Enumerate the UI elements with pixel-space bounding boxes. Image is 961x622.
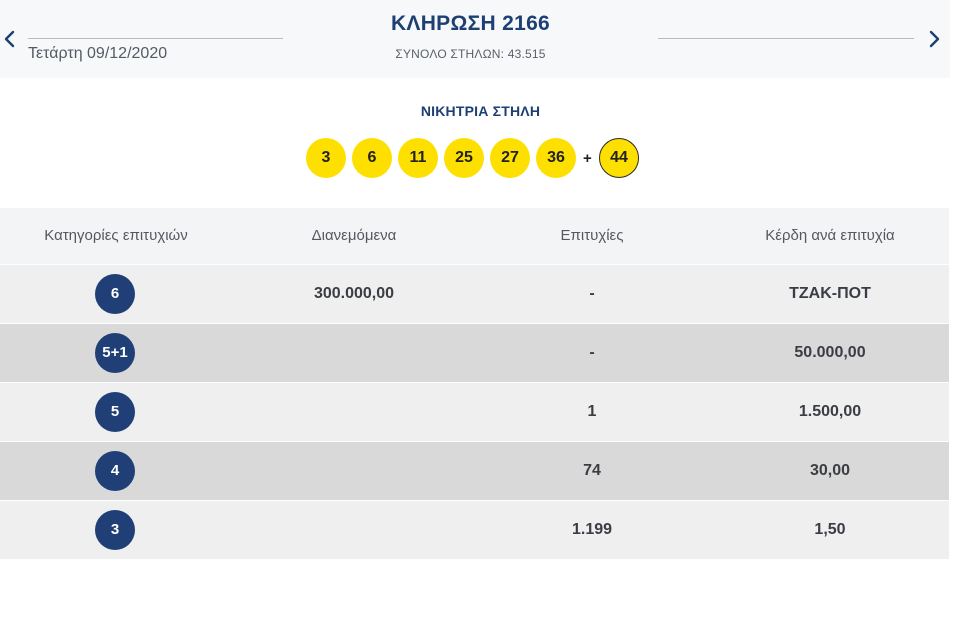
table-header-row: Κατηγορίες επιτυχιών Διανεμόμενα Επιτυχί…	[0, 208, 949, 264]
draw-title: ΚΛΗΡΩΣΗ 2166	[390, 12, 551, 35]
prize-cell: 1.500,00	[798, 403, 862, 420]
distributed-cell: 300.000,00	[313, 285, 395, 302]
column-header-categories: Κατηγορίες επιτυχιών	[44, 227, 188, 244]
distributed-cell	[240, 383, 468, 441]
column-header-winners: Επιτυχίες	[560, 227, 624, 244]
table-row: 3 1.199 1,50	[0, 500, 949, 559]
winners-cell: 1.199	[571, 521, 613, 538]
prize-cell: 30,00	[809, 462, 851, 479]
winning-column-label: ΝΙΚΗΤΡΙΑ ΣΤΗΛΗ	[420, 103, 541, 119]
draw-date: Τετάρτη 09/12/2020	[28, 45, 168, 62]
winning-number-ball: 36	[536, 138, 576, 178]
winners-cell: 1	[587, 403, 597, 420]
category-badge: 5	[95, 392, 135, 432]
header-divider-right	[658, 38, 914, 39]
distributed-cell	[240, 501, 468, 559]
winning-number-ball: 6	[352, 138, 392, 178]
table-row: 6 300.000,00 - ΤΖΑΚ-ΠΟΤ	[0, 264, 949, 323]
distributed-cell	[240, 442, 468, 500]
winning-number-ball: 11	[398, 138, 438, 178]
prize-cell: ΤΖΑΚ-ΠΟΤ	[789, 285, 871, 302]
chevron-right-icon	[929, 30, 940, 48]
header-divider-left	[28, 38, 283, 39]
winning-number-ball: 27	[490, 138, 530, 178]
category-badge: 4	[95, 451, 135, 491]
next-draw-button[interactable]	[924, 28, 944, 50]
winners-cell: 74	[583, 462, 601, 479]
winning-number-ball: 3	[306, 138, 346, 178]
winning-number-ball: 25	[444, 138, 484, 178]
category-badge: 6	[95, 274, 135, 314]
total-columns-text: ΣΥΝΟΛΟ ΣΤΗΛΩΝ: 43.515	[395, 47, 546, 61]
draw-header: Τετάρτη 09/12/2020 ΚΛΗΡΩΣΗ 2166 ΣΥΝΟΛΟ Σ…	[0, 0, 950, 78]
prize-cell: 50.000,00	[794, 344, 866, 361]
chevron-left-icon	[4, 30, 15, 48]
column-header-prize: Κέρδη ανά επιτυχία	[765, 227, 895, 244]
table-row: 5 1 1.500,00	[0, 382, 949, 441]
table-row: 4 74 30,00	[0, 441, 949, 500]
prize-cell: 1,50	[814, 521, 846, 538]
winners-cell: -	[589, 285, 595, 302]
category-badge: 3	[95, 510, 135, 550]
column-header-distributed: Διανεμόμενα	[311, 227, 397, 244]
previous-draw-button[interactable]	[0, 28, 20, 50]
table-row: 5+1 - 50.000,00	[0, 323, 949, 382]
category-badge: 5+1	[95, 333, 135, 373]
winners-cell: -	[589, 344, 595, 361]
plus-sign: +	[583, 150, 592, 167]
prize-categories-table: Κατηγορίες επιτυχιών Διανεμόμενα Επιτυχί…	[0, 208, 949, 559]
distributed-cell	[240, 324, 468, 382]
joker-number-ball: 44	[599, 138, 639, 178]
